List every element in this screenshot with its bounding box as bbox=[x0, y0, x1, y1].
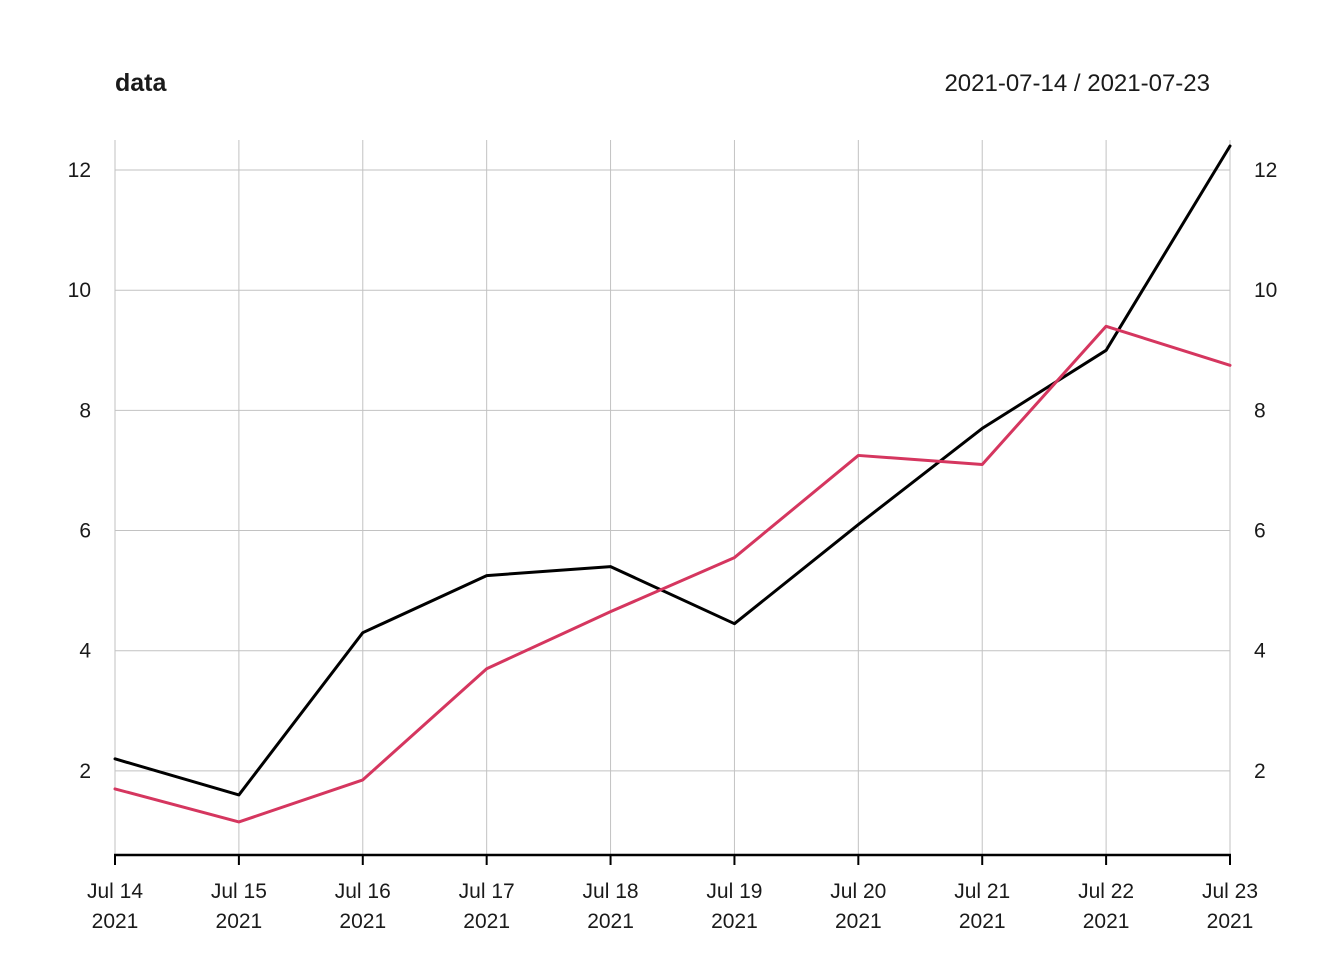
x-axis-tick-label-date: Jul 15 bbox=[211, 880, 267, 903]
x-axis-tick-label-year: 2021 bbox=[959, 910, 1006, 933]
date-range-label: 2021-07-14 / 2021-07-23 bbox=[944, 70, 1210, 97]
y-axis-tick-label-right: 2 bbox=[1254, 760, 1266, 783]
x-axis-tick-label-date: Jul 17 bbox=[459, 880, 515, 903]
x-axis-tick-label-year: 2021 bbox=[1207, 910, 1254, 933]
x-axis-tick-label-date: Jul 16 bbox=[335, 880, 391, 903]
y-axis-tick-label-right: 6 bbox=[1254, 520, 1266, 543]
y-axis-tick-label-left: 4 bbox=[79, 640, 91, 663]
y-axis-tick-label-right: 8 bbox=[1254, 399, 1266, 422]
y-axis-tick-label-left: 8 bbox=[79, 399, 91, 422]
x-axis-tick-label-year: 2021 bbox=[1083, 910, 1130, 933]
x-axis-tick-label-date: Jul 23 bbox=[1202, 880, 1258, 903]
y-axis-tick-label-left: 12 bbox=[68, 159, 91, 182]
x-axis-tick-label-year: 2021 bbox=[463, 910, 510, 933]
x-axis-tick-label-year: 2021 bbox=[92, 910, 139, 933]
x-axis-tick-label-date: Jul 22 bbox=[1078, 880, 1134, 903]
y-axis-tick-label-left: 10 bbox=[68, 279, 91, 302]
x-axis-tick-label-year: 2021 bbox=[339, 910, 386, 933]
y-axis-tick-label-left: 2 bbox=[79, 760, 91, 783]
x-axis-tick-label-year: 2021 bbox=[835, 910, 882, 933]
chart-header: data 2021-07-14 / 2021-07-23 bbox=[0, 0, 1344, 110]
y-axis-tick-label-right: 10 bbox=[1254, 279, 1277, 302]
chart-title: data bbox=[115, 69, 167, 97]
x-axis-tick-label-date: Jul 19 bbox=[706, 880, 762, 903]
x-axis-tick-label-date: Jul 18 bbox=[583, 880, 639, 903]
x-axis-tick-label-year: 2021 bbox=[711, 910, 758, 933]
x-axis-tick-label-date: Jul 21 bbox=[954, 880, 1010, 903]
x-axis-tick-label-year: 2021 bbox=[587, 910, 634, 933]
x-axis-tick-label-date: Jul 14 bbox=[87, 880, 143, 903]
series-red-line bbox=[113, 324, 1232, 824]
y-axis-tick-label-right: 4 bbox=[1254, 640, 1266, 663]
x-axis-tick-label-year: 2021 bbox=[216, 910, 263, 933]
line-chart: 2 2 4 4 6 6 8 8 10 10 12 12 Jul 14 2021 Jul 15 2021 Jul … bbox=[68, 140, 1277, 933]
series-black-line bbox=[113, 144, 1232, 797]
y-axis-tick-label-left: 6 bbox=[79, 520, 91, 543]
x-axis-tick-label-date: Jul 20 bbox=[830, 880, 886, 903]
y-axis-tick-label-right: 12 bbox=[1254, 159, 1277, 182]
